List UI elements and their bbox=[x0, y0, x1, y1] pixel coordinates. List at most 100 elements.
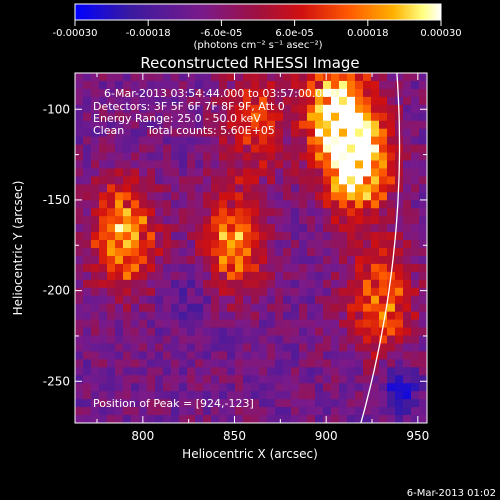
heatmap-cell bbox=[331, 144, 340, 153]
heatmap-cell bbox=[123, 383, 132, 392]
heatmap-cell bbox=[227, 232, 236, 241]
heatmap-cell bbox=[163, 263, 172, 273]
heatmap-cell bbox=[179, 80, 188, 90]
heatmap-cell bbox=[83, 311, 92, 320]
heatmap-cell bbox=[179, 104, 188, 114]
heatmap-cell bbox=[259, 160, 268, 169]
heatmap-cell bbox=[411, 120, 420, 130]
heatmap-cell bbox=[323, 351, 332, 360]
heatmap-cell bbox=[315, 208, 324, 217]
heatmap-cell bbox=[283, 303, 292, 313]
heatmap-cell bbox=[371, 192, 380, 201]
heatmap-cell bbox=[211, 287, 220, 297]
heatmap-cell bbox=[267, 176, 276, 185]
heatmap-cell bbox=[179, 263, 188, 273]
heatmap-cell bbox=[355, 335, 364, 344]
heatmap-cell bbox=[363, 128, 372, 138]
heatmap-cell bbox=[91, 176, 100, 185]
heatmap-cell bbox=[419, 383, 427, 392]
heatmap-cell bbox=[243, 399, 252, 408]
heatmap-cell bbox=[187, 343, 196, 352]
heatmap-cell bbox=[411, 200, 420, 209]
heatmap-cell bbox=[115, 232, 124, 241]
heatmap-cell bbox=[139, 359, 148, 368]
heatmap-cell bbox=[283, 263, 292, 273]
colorbar-ticks: -0.00030 -0.00018 -6.0e-05 6.0e-05 0.00018 0.… bbox=[53, 20, 462, 39]
heatmap-cell bbox=[163, 335, 172, 344]
heatmap-cell bbox=[75, 335, 84, 344]
heatmap-cell bbox=[339, 232, 348, 241]
heatmap-cell bbox=[227, 176, 236, 185]
heatmap-cell bbox=[355, 391, 364, 400]
heatmap-cell bbox=[403, 216, 412, 225]
heatmap-cell bbox=[83, 224, 92, 233]
heatmap-cell bbox=[291, 271, 300, 281]
heatmap-cell bbox=[387, 375, 396, 384]
heatmap-cell bbox=[283, 184, 292, 193]
heatmap-cell bbox=[331, 96, 340, 106]
heatmap-cell bbox=[227, 192, 236, 201]
heatmap-cell bbox=[147, 303, 156, 313]
heatmap-cell bbox=[219, 152, 228, 161]
heatmap-cell bbox=[115, 80, 124, 90]
heatmap-cell bbox=[211, 224, 220, 233]
heatmap-cell bbox=[75, 152, 84, 161]
heatmap-cell bbox=[75, 240, 84, 249]
heatmap-cell bbox=[259, 343, 268, 352]
heatmap-cell bbox=[363, 367, 372, 376]
heatmap-cell bbox=[219, 73, 228, 82]
heatmap-cell bbox=[131, 287, 140, 297]
heatmap-cell bbox=[331, 383, 340, 392]
heatmap-cell bbox=[219, 415, 228, 423]
heatmap-cell bbox=[275, 176, 284, 185]
heatmap-cell bbox=[291, 327, 300, 336]
heatmap-cell bbox=[139, 80, 148, 90]
heatmap-cell bbox=[355, 375, 364, 384]
heatmap-cell bbox=[411, 351, 420, 360]
heatmap-cell bbox=[99, 112, 108, 122]
heatmap-cell bbox=[203, 335, 212, 344]
heatmap-cell bbox=[131, 120, 140, 130]
heatmap-cell bbox=[403, 303, 412, 313]
heatmap-cell bbox=[331, 263, 340, 273]
heatmap-cell bbox=[115, 184, 124, 193]
heatmap-cell bbox=[179, 248, 188, 257]
heatmap-cell bbox=[403, 120, 412, 130]
heatmap-cell bbox=[363, 216, 372, 225]
heatmap-cell bbox=[227, 248, 236, 257]
heatmap-cell bbox=[347, 287, 356, 297]
heatmap-cell bbox=[315, 367, 324, 376]
heatmap-cell bbox=[299, 255, 308, 265]
heatmap-cell bbox=[315, 216, 324, 225]
heatmap-cell bbox=[331, 407, 340, 416]
heatmap-cell bbox=[163, 128, 172, 138]
heatmap-cell bbox=[347, 240, 356, 249]
heatmap-cell bbox=[419, 287, 427, 297]
heatmap-cell bbox=[363, 80, 372, 90]
heatmap-cell bbox=[315, 73, 324, 82]
heatmap-cell bbox=[251, 375, 260, 384]
heatmap-cell bbox=[299, 176, 308, 185]
heatmap-cell bbox=[347, 192, 356, 201]
heatmap-cell bbox=[259, 80, 268, 90]
heatmap-cell bbox=[331, 232, 340, 241]
heatmap-cell bbox=[179, 120, 188, 130]
heatmap-cell bbox=[307, 96, 316, 106]
heatmap-cell bbox=[275, 73, 284, 82]
heatmap-cell bbox=[227, 343, 236, 352]
heatmap-cell bbox=[307, 391, 316, 400]
heatmap-cell bbox=[387, 367, 396, 376]
heatmap-cell bbox=[155, 216, 164, 225]
heatmap-cell bbox=[91, 327, 100, 336]
heatmap-cell bbox=[187, 248, 196, 257]
heatmap-cell bbox=[83, 351, 92, 360]
heatmap-cell bbox=[171, 327, 180, 336]
heatmap-cell bbox=[115, 407, 124, 416]
heatmap-cell bbox=[235, 255, 244, 265]
heatmap-cell bbox=[371, 136, 380, 145]
heatmap-cell bbox=[331, 240, 340, 249]
heatmap-cell bbox=[299, 88, 308, 98]
heatmap-cell bbox=[307, 351, 316, 360]
heatmap-cell bbox=[291, 73, 300, 82]
heatmap-cell bbox=[203, 271, 212, 281]
